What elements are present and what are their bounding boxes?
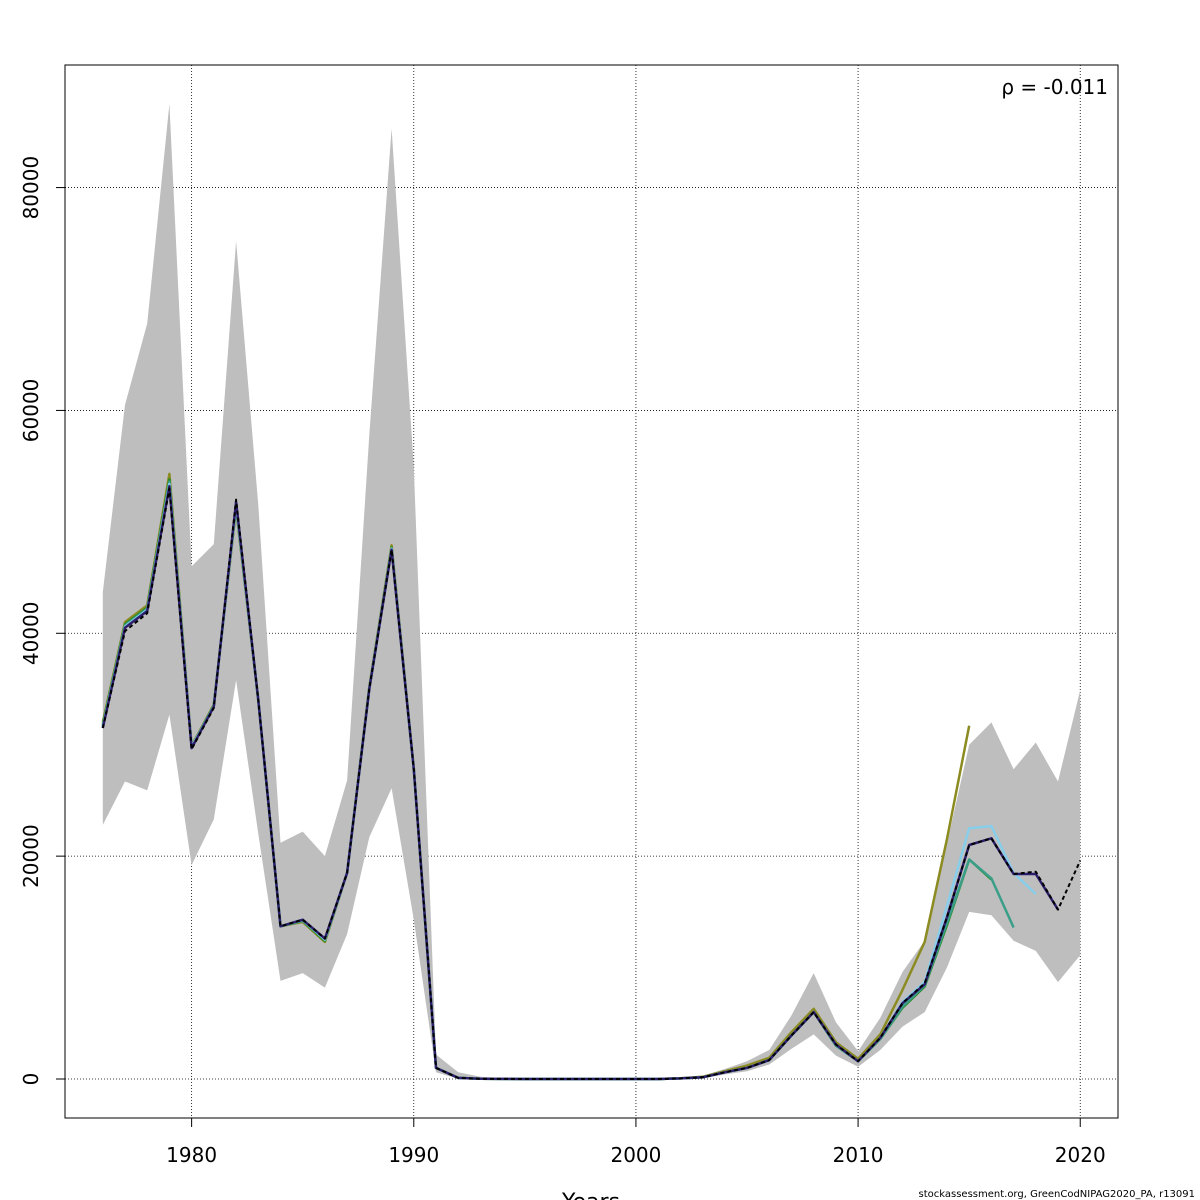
y-tick-label: 0 [19, 1073, 43, 1086]
footer-credit: stockassessment.org, GreenCodNIPAG2020_P… [919, 1189, 1196, 1200]
series-lines [101, 472, 1082, 1081]
y-tick-label: 20000 [19, 824, 43, 888]
confidence-band-layer [102, 104, 1081, 1079]
y-tick-label: 60000 [19, 379, 43, 443]
y-tick-label: 80000 [19, 156, 43, 220]
series-line-1 [101, 484, 1060, 1081]
y-tick-label: 40000 [19, 601, 43, 665]
x-tick-label: 2010 [833, 1143, 884, 1167]
rho-annotation: ρ = -0.011 [1001, 75, 1108, 99]
series-line-0 [101, 487, 1082, 1080]
x-axis: 1980 1990 2000 2010 2020 [166, 1118, 1106, 1167]
x-tick-label: 2020 [1055, 1143, 1106, 1167]
plot-frame [64, 64, 1119, 1119]
x-tick-label: 1990 [388, 1143, 439, 1167]
y-axis: 0 20000 40000 60000 80000 [19, 156, 65, 1086]
x-tick-label: 2000 [610, 1143, 661, 1167]
x-axis-title: Years [561, 1190, 620, 1200]
x-tick-label: 1980 [166, 1143, 217, 1167]
confidence-band [102, 104, 1081, 1079]
